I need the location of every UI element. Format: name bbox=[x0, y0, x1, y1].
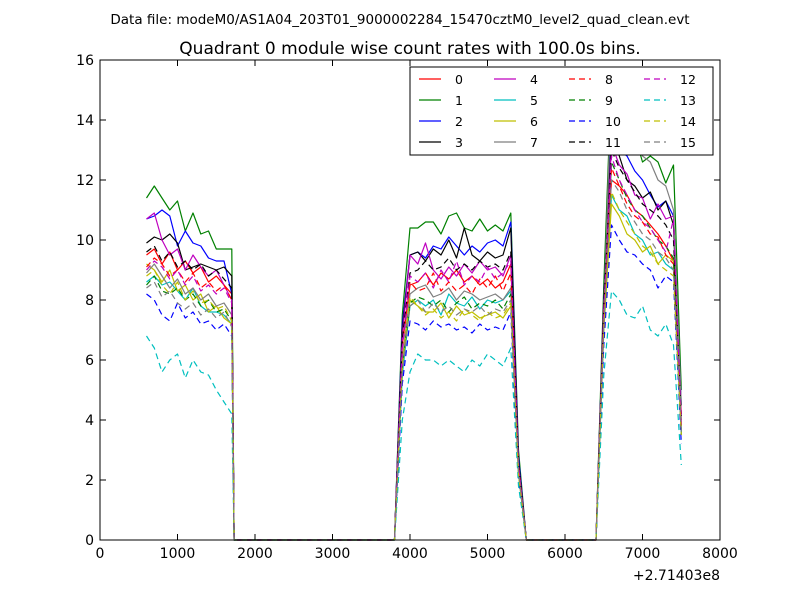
legend-label-13: 13 bbox=[680, 93, 696, 108]
legend-label-4: 4 bbox=[530, 72, 538, 87]
x-tick-label: 2000 bbox=[237, 546, 273, 562]
y-tick-label: 14 bbox=[76, 113, 94, 129]
legend-label-11: 11 bbox=[605, 135, 621, 150]
x-tick-label: 6000 bbox=[547, 546, 583, 562]
legend-label-6: 6 bbox=[530, 114, 538, 129]
series-line-12 bbox=[146, 155, 682, 541]
x-tick-label: 7000 bbox=[625, 546, 661, 562]
legend-label-7: 7 bbox=[530, 135, 538, 150]
series-line-15 bbox=[146, 179, 682, 541]
series-line-6 bbox=[146, 203, 682, 541]
legend-label-9: 9 bbox=[605, 93, 613, 108]
series-line-10 bbox=[146, 224, 682, 541]
series-line-9 bbox=[146, 161, 682, 541]
legend-label-8: 8 bbox=[605, 72, 613, 87]
legend-label-5: 5 bbox=[530, 93, 538, 108]
y-tick-label: 6 bbox=[85, 353, 94, 369]
x-tick-label: 0 bbox=[96, 546, 105, 562]
y-tick-label: 2 bbox=[85, 473, 94, 489]
x-tick-label: 4000 bbox=[392, 546, 428, 562]
legend-box bbox=[409, 66, 714, 156]
y-tick-label: 10 bbox=[76, 233, 94, 249]
legend-label-15: 15 bbox=[680, 135, 696, 150]
legend-label-12: 12 bbox=[680, 72, 696, 87]
series-line-8 bbox=[146, 167, 682, 541]
x-tick-label: 5000 bbox=[470, 546, 506, 562]
legend-label-10: 10 bbox=[605, 114, 621, 129]
y-tick-label: 16 bbox=[76, 53, 94, 69]
suptitle: Data file: modeM0/AS1A04_203T01_90000022… bbox=[110, 12, 689, 28]
legend-label-0: 0 bbox=[455, 72, 463, 87]
y-tick-label: 0 bbox=[85, 533, 94, 549]
series-line-3 bbox=[146, 134, 682, 541]
legend-label-1: 1 bbox=[455, 93, 463, 108]
legend-label-2: 2 bbox=[455, 114, 463, 129]
series-line-14 bbox=[146, 191, 682, 541]
x-tick-label: 1000 bbox=[160, 546, 196, 562]
series-line-13 bbox=[145, 290, 682, 541]
x-tick-label: 3000 bbox=[315, 546, 351, 562]
y-tick-label: 12 bbox=[76, 173, 94, 189]
series-line-2 bbox=[146, 125, 682, 541]
x-offset-label: +2.71403e8 bbox=[633, 568, 720, 584]
legend-label-3: 3 bbox=[455, 135, 463, 150]
x-axis: 0 1000 2000 3000 4000 5000 6000 7000 8000 bbox=[96, 60, 738, 562]
series-line-4 bbox=[146, 143, 682, 541]
series-line-11 bbox=[146, 149, 682, 541]
chart-title: Quadrant 0 module wise count rates with … bbox=[179, 39, 640, 59]
plot-series bbox=[145, 74, 682, 541]
legend-label-14: 14 bbox=[680, 114, 696, 129]
y-tick-label: 8 bbox=[85, 293, 94, 309]
y-tick-label: 4 bbox=[85, 413, 94, 429]
x-tick-label: 8000 bbox=[702, 546, 738, 562]
